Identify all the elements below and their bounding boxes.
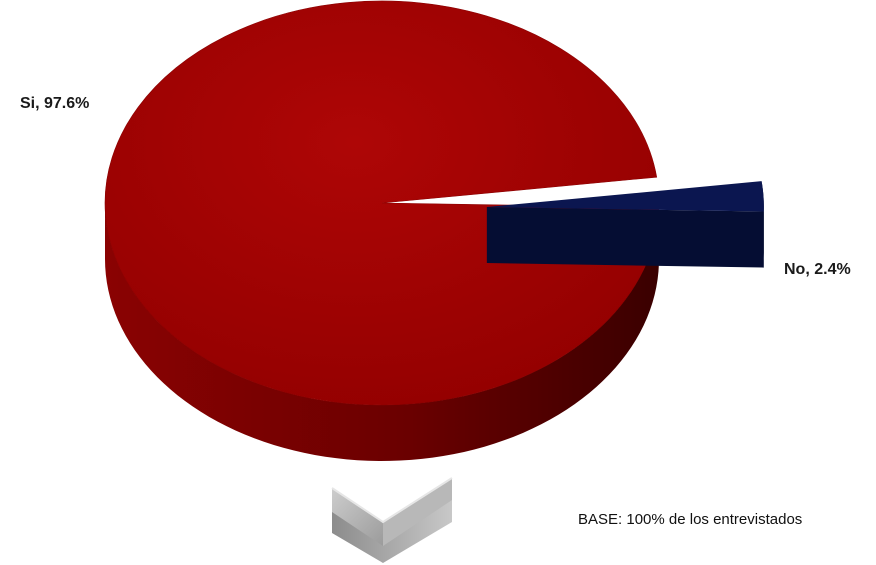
slice-no [486,181,764,212]
data-label-si: Si, 97.6% [20,95,89,112]
slice-si [104,0,660,406]
data-label-no: No, 2.4% [784,261,851,278]
slice-cut-no [486,207,764,268]
chevron-down-icon [331,477,453,563]
base-footnote: BASE: 100% de los entrevistados [578,511,803,528]
slice-side-si [105,203,659,461]
